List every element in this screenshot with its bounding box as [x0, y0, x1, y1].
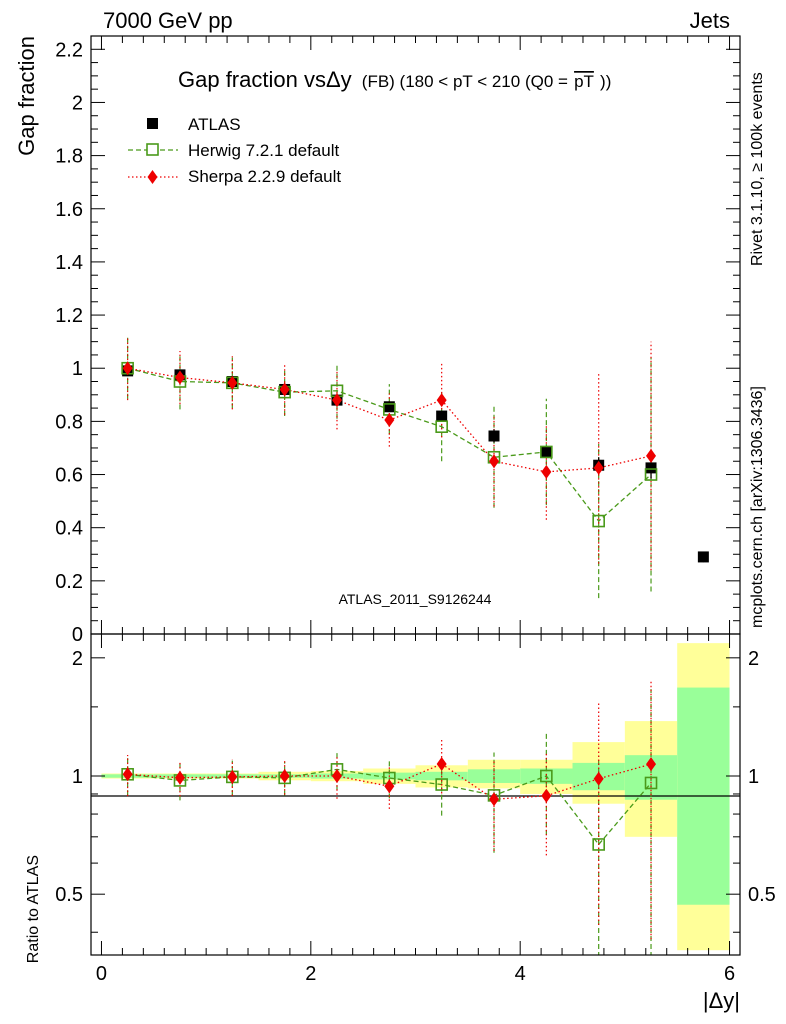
legend-atlas-marker	[147, 118, 158, 129]
chart-title-main: Gap fraction vsΔy	[178, 67, 352, 92]
top-y-tick-label: 1.2	[55, 305, 83, 327]
ratio-tick-marks	[91, 634, 740, 955]
x-axis-label: |Δy|	[703, 988, 740, 1013]
x-tick-labels: 0 2 4 6	[96, 963, 735, 985]
sherpa-ratio-point	[646, 757, 657, 772]
chart-title-close: ))	[600, 72, 611, 91]
atlas-point	[540, 446, 552, 458]
sherpa-point	[646, 448, 657, 463]
ratio-y-tick-label-right: 1	[748, 766, 759, 788]
sherpa-point	[279, 382, 290, 397]
sherpa-ratio-point	[541, 788, 552, 803]
header-left: 7000 GeV pp	[103, 8, 233, 33]
top-y-tick-label: 0.6	[55, 465, 83, 487]
legend-item-atlas: ATLAS	[147, 115, 241, 134]
herwig-point	[435, 420, 448, 433]
legend-atlas-label: ATLAS	[188, 115, 241, 134]
sherpa-point	[541, 464, 552, 479]
top-y-tick-label: 0.2	[55, 571, 83, 593]
sherpa-point	[227, 375, 238, 390]
legend-herwig-label: Herwig 7.2.1 default	[188, 141, 339, 160]
chart-title-suffix: (FB) (180 < pT < 210 (Q0 =	[362, 72, 568, 91]
ratio-y-tick-label: 0.5	[55, 884, 83, 906]
header-right: Jets	[690, 8, 730, 33]
herwig-ratio-point	[435, 778, 448, 791]
top-y-tick-label: 1.8	[55, 146, 83, 168]
ratio-y-axis-label: Ratio to ATLAS	[25, 855, 42, 963]
herwig-ratio-point	[540, 769, 553, 783]
ratio-data-marks	[121, 679, 658, 955]
top-y-tick-label: 1	[72, 358, 83, 380]
atlas-point	[488, 430, 500, 442]
top-y-tick-labels: 0 0.2 0.4 0.6 0.8 1 1.2 1.4 1.6 1.8 2 2.2	[55, 39, 83, 646]
herwig-point	[540, 445, 553, 459]
sherpa-point	[489, 454, 500, 469]
sherpa-ratio-point	[384, 779, 395, 794]
sherpa-point	[384, 413, 395, 428]
top-y-tick-label: 0	[72, 624, 83, 646]
herwig-point	[644, 468, 658, 481]
sherpa-ratio-point	[436, 756, 447, 771]
ratio-y-tick-labels: 0.5 0.5 1 1 2 2	[55, 648, 776, 906]
x-tick-label: 0	[96, 963, 107, 985]
sherpa-ratio-point	[331, 769, 342, 784]
x-tick-label: 4	[515, 963, 526, 985]
top-y-tick-label: 2.2	[55, 39, 83, 61]
sherpa-ratio-point	[593, 771, 604, 786]
legend-sherpa-label: Sherpa 2.2.9 default	[188, 167, 341, 186]
mcplots-label: mcplots.cern.ch [arXiv:1306.3436]	[749, 386, 766, 628]
legend-sherpa-marker	[147, 170, 158, 184]
top-y-tick-label: 1.4	[55, 252, 83, 274]
top-data-marks	[121, 336, 709, 599]
herwig-ratio-point	[644, 776, 658, 790]
ratio-panel: 0.5 0.5 1 1 2 2 0 2 4 6	[55, 633, 776, 985]
atlas-point	[697, 551, 709, 563]
atlas-point	[436, 410, 448, 422]
legend-item-sherpa: Sherpa 2.2.9 default	[128, 167, 341, 186]
sherpa-ratio-point	[279, 769, 290, 784]
legend-herwig-marker	[146, 143, 159, 156]
top-y-tick-label: 1.6	[55, 199, 83, 221]
herwig-point	[592, 514, 605, 528]
sherpa-point	[331, 393, 342, 408]
ratio-y-tick-label-right: 2	[748, 648, 759, 670]
ratio-y-tick-label: 2	[72, 648, 83, 670]
x-tick-label: 2	[305, 963, 316, 985]
x-tick-label: 6	[724, 963, 735, 985]
sherpa-point	[122, 361, 133, 376]
sherpa-ratio-point	[122, 767, 133, 782]
sherpa-ratio-point	[227, 769, 238, 784]
sherpa-point	[436, 393, 447, 408]
ratio-frame	[90, 633, 741, 956]
rivet-label: Rivet 3.1.10, ≥ 100k events	[749, 72, 766, 266]
sherpa-point	[593, 460, 604, 475]
top-y-tick-label: 2	[72, 92, 83, 114]
sherpa-ratio-point	[489, 792, 500, 807]
atlas-point	[383, 401, 395, 413]
top-panel: 0 0.2 0.4 0.6 0.8 1 1.2 1.4 1.6 1.8 2 2.2 Gap fract…	[55, 35, 741, 646]
sherpa-point	[174, 370, 185, 385]
herwig-ratio-point	[592, 838, 605, 851]
ratio-bands	[101, 643, 730, 951]
chart-title: Gap fraction vsΔy (FB) (180 < pT < 210 (…	[178, 67, 611, 92]
sherpa-line	[127, 367, 652, 473]
legend: ATLAS Herwig 7.2.1 default Sherpa 2.2.9 …	[128, 115, 341, 186]
y-axis-label: Gap fraction	[14, 36, 39, 156]
sherpa-ratio-point	[174, 770, 185, 785]
ratio-y-tick-label: 1	[72, 766, 83, 788]
atlas-point	[645, 462, 657, 474]
watermark: ATLAS_2011_S9126244	[339, 591, 492, 607]
legend-item-herwig: Herwig 7.2.1 default	[128, 141, 339, 160]
top-y-tick-label: 0.4	[55, 518, 83, 540]
top-y-tick-label: 0.8	[55, 411, 83, 433]
ratio-y-tick-label-right: 0.5	[748, 884, 776, 906]
top-tick-marks	[91, 36, 740, 635]
chart-title-overline: pT	[574, 72, 594, 91]
